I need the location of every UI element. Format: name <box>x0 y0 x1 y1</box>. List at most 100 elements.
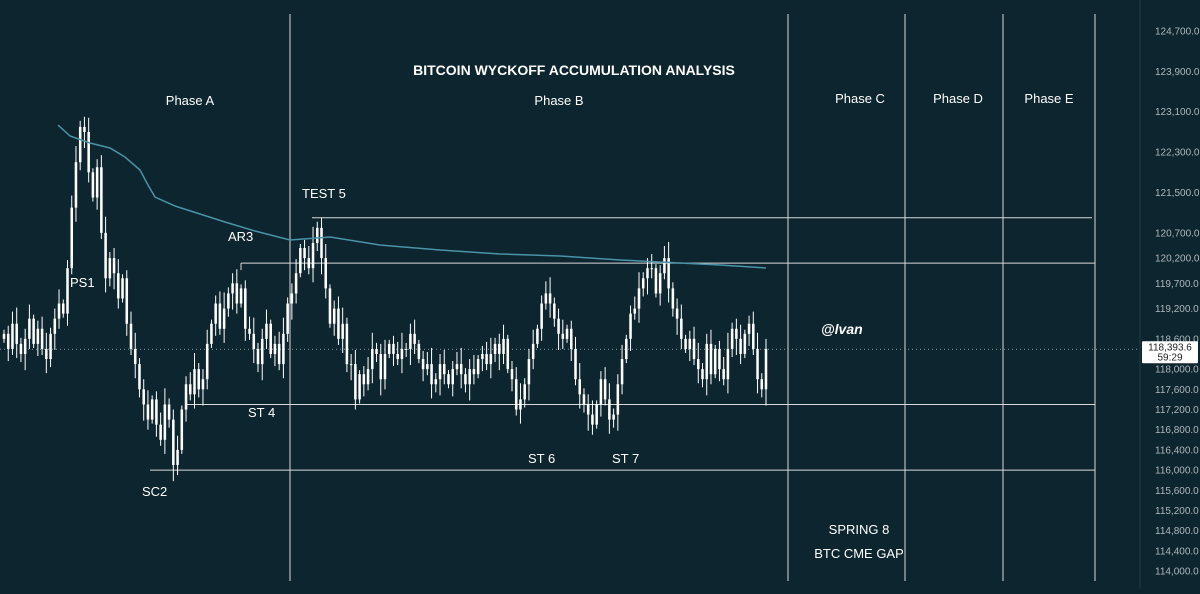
candle-body <box>536 328 539 344</box>
y-tick-label: 119,700.0 <box>1155 279 1199 290</box>
candle-body <box>227 293 230 309</box>
candle-body <box>273 343 277 354</box>
candle-body <box>506 338 510 370</box>
candle-body <box>553 303 556 319</box>
label-test5: TEST 5 <box>302 186 346 201</box>
candle-body <box>438 364 442 380</box>
candle-body <box>696 359 700 370</box>
candle-body <box>430 364 433 385</box>
candle-body <box>125 278 129 324</box>
candle-body <box>650 268 653 270</box>
phase-label-c: Phase C <box>835 91 885 106</box>
candle-body <box>692 338 696 360</box>
candle-body <box>2 333 6 339</box>
candle-body <box>83 126 86 132</box>
candle-body <box>341 323 344 339</box>
candle-body <box>671 288 675 309</box>
candle-body <box>290 293 294 304</box>
candle-body <box>743 333 747 354</box>
y-tick-label: 116,800.0 <box>1155 425 1199 436</box>
y-tick-label: 120,700.0 <box>1155 228 1200 239</box>
current-price-value: 118,393.6 <box>1148 342 1192 353</box>
label-st6: ST 6 <box>528 451 555 466</box>
candle-body <box>451 369 455 385</box>
candle-body <box>40 328 44 349</box>
moving-average-line <box>57 124 767 269</box>
candle-body <box>591 414 594 425</box>
candle-body <box>362 374 366 385</box>
candle-body <box>15 323 18 344</box>
candle-body <box>70 207 74 269</box>
candle-body <box>358 374 361 400</box>
candle-body <box>747 323 751 334</box>
candle-body <box>142 389 145 405</box>
candle-body <box>603 379 607 400</box>
candle-body <box>112 258 116 274</box>
candle-body <box>19 343 23 354</box>
candle-body <box>485 353 488 365</box>
candle-body <box>269 323 272 354</box>
candle-body <box>544 293 548 304</box>
candle-body <box>307 258 311 269</box>
candle-body <box>205 343 209 380</box>
candle-body <box>404 348 408 350</box>
candle-body <box>184 384 188 410</box>
candle-body <box>197 369 201 390</box>
candle-body <box>722 369 725 380</box>
candle-body <box>265 323 268 339</box>
candle-body <box>133 348 137 365</box>
y-tick-label: 117,600.0 <box>1155 385 1199 396</box>
candle-body <box>612 414 615 420</box>
candle-body <box>74 162 78 208</box>
current-price-badge <box>1142 341 1198 364</box>
candle-body <box>718 348 721 370</box>
candle-body <box>578 379 582 395</box>
candle-body <box>32 318 35 344</box>
candle-body <box>709 343 713 375</box>
y-tick-label: 118,600.0 <box>1155 334 1199 345</box>
candle-body <box>426 364 429 370</box>
candle-body <box>641 278 645 289</box>
candle-body <box>387 343 391 354</box>
candle-body <box>464 374 467 385</box>
y-tick-label: 116,000.0 <box>1155 466 1199 477</box>
candle-body <box>476 359 480 375</box>
candle-body <box>417 343 421 360</box>
candle-body <box>735 328 738 339</box>
candle-body <box>713 348 717 375</box>
candle-body <box>519 399 522 410</box>
y-tick-label: 114,400.0 <box>1155 546 1199 557</box>
candle-body <box>675 308 679 319</box>
candle-body <box>684 338 687 349</box>
y-tick-label: 123,900.0 <box>1155 67 1200 78</box>
candle-body <box>472 369 476 375</box>
current-price-countdown: 59:29 <box>1157 352 1182 363</box>
candle-body <box>637 288 641 309</box>
candle-body <box>277 343 281 365</box>
candle-body <box>150 399 154 420</box>
candle-body <box>146 404 150 420</box>
candle-body <box>366 369 370 385</box>
candle-body <box>294 273 298 294</box>
candle-body <box>214 303 217 324</box>
label-spring8: SPRING 8 <box>829 522 890 537</box>
y-tick-label: 123,100.0 <box>1155 107 1200 118</box>
candle-body <box>117 273 120 299</box>
label-ps1: PS1 <box>70 275 95 290</box>
candle-body <box>222 308 226 329</box>
candle-body <box>608 399 611 420</box>
candle-body <box>332 308 336 324</box>
candle-body <box>620 359 624 385</box>
candle-body <box>764 348 768 390</box>
candle-body <box>282 333 285 365</box>
candle-body <box>392 343 395 354</box>
candle-body <box>409 333 412 349</box>
y-tick-label: 120,200.0 <box>1155 254 1200 265</box>
candle-body <box>260 338 264 365</box>
candle-body <box>28 318 31 339</box>
phase-label-e: Phase E <box>1024 91 1073 106</box>
candle-body <box>354 364 357 400</box>
candle-body <box>349 364 353 366</box>
candle-body <box>180 409 184 450</box>
